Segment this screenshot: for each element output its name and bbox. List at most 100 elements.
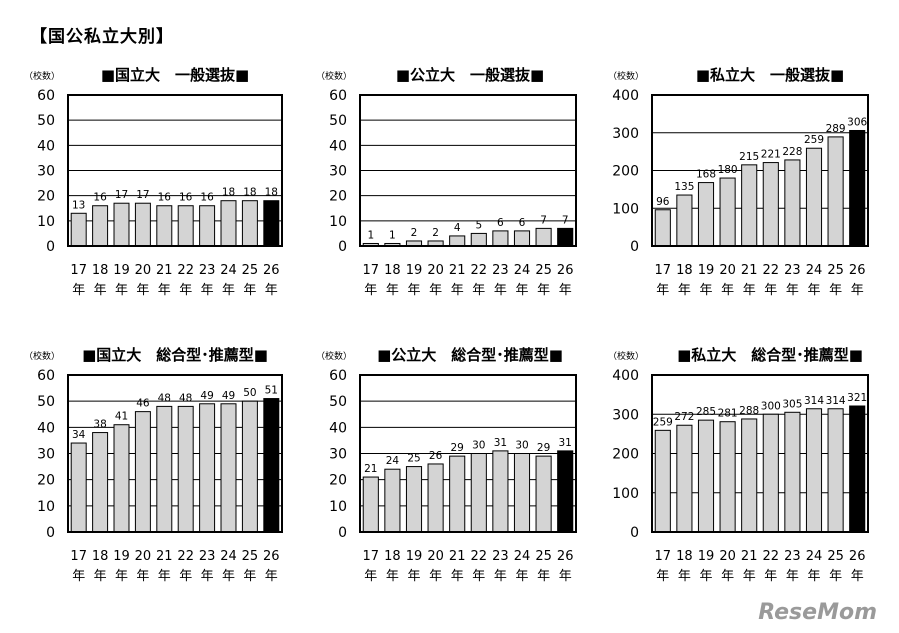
- chart-1-data-label: 13: [72, 199, 85, 211]
- chart-2-x-tick-label: 年: [429, 283, 442, 298]
- chart-2-bar: [449, 235, 466, 247]
- chart-5-data-label: 24: [386, 455, 400, 467]
- chart-5-x-tick-label: 年: [472, 569, 485, 584]
- chart-2-x-tick-label: 20: [427, 263, 444, 278]
- chart-2-y-tick-label: 60: [329, 88, 347, 104]
- chart-4-frame: [67, 374, 283, 533]
- chart-3-y-tick-label: 0: [630, 239, 639, 255]
- chart-1-unit-label: （校数）: [24, 70, 60, 82]
- chart-2-frame: [359, 94, 577, 247]
- chart-6-data-label: 321: [847, 392, 867, 404]
- chart-4-y-tick-label: 60: [37, 368, 55, 384]
- chart-3-x-tick-label: 25: [827, 263, 844, 278]
- chart-4-y-tick-label: 40: [37, 420, 55, 436]
- chart-2-data-label: 1: [389, 229, 396, 241]
- chart-4-bar: [92, 432, 109, 533]
- chart-1-x-tick-label: 23: [199, 263, 216, 278]
- chart-6-x-tick-label: 年: [807, 569, 820, 584]
- chart-6-data-label: 300: [761, 400, 781, 412]
- chart-6-data-label: 285: [696, 406, 716, 418]
- chart-3-bar: [741, 164, 758, 247]
- chart-3-data-label: 96: [656, 196, 670, 208]
- chart-5-x-tick-label: 25: [535, 549, 552, 564]
- chart-5-data-label: 21: [364, 463, 377, 475]
- chart-6-y-tick-label: 0: [630, 525, 639, 541]
- chart-2-x-tick-label: 年: [451, 283, 464, 298]
- chart-6-bar: [654, 429, 671, 533]
- chart-1-y-tick-label: 40: [37, 138, 55, 154]
- chart-2-y-tick-label: 20: [329, 189, 347, 205]
- chart-3-x-tick-label: 23: [784, 263, 801, 278]
- chart-4-x-tick-label: 25: [242, 549, 259, 564]
- chart-3-x-tick-label: 年: [829, 283, 842, 298]
- chart-4-data-label: 41: [115, 411, 128, 423]
- chart-4-y-tick-label: 20: [37, 473, 55, 489]
- chart-5-x-tick-label: 19: [406, 549, 423, 564]
- chart-1-y-tick-label: 0: [46, 239, 55, 255]
- chart-2-x-tick-label: 年: [537, 283, 550, 298]
- chart-3-data-label: 306: [847, 116, 867, 128]
- chart-6-x-tick-label: 年: [764, 569, 777, 584]
- chart-1-x-tick-label: 年: [243, 283, 256, 298]
- chart-6-data-label: 259: [653, 416, 673, 428]
- chart-1-bar: [113, 202, 130, 247]
- chart-3-data-label: 135: [674, 181, 694, 193]
- chart-6-unit-label: （校数）: [608, 350, 644, 362]
- chart-6-title: ■私立大 総合型･推薦型■: [677, 346, 863, 364]
- chart-2-x-tick-label: 24: [514, 263, 531, 278]
- chart-1-data-label: 16: [158, 192, 172, 204]
- chart-3-x-tick-label: 年: [678, 283, 691, 298]
- chart-1-bar: [263, 200, 280, 247]
- chart-4-y-tick-label: 10: [37, 499, 55, 515]
- chart-5-y-tick-label: 50: [329, 394, 347, 410]
- chart-6-x-tick-label: 年: [678, 569, 691, 584]
- chart-2-y-tick-label: 0: [338, 239, 347, 255]
- chart-5-x-tick-label: 23: [492, 549, 509, 564]
- chart-5-data-label: 26: [429, 450, 443, 462]
- chart-3-bar: [827, 136, 844, 247]
- chart-6-x-tick-label: 年: [656, 569, 669, 584]
- chart-3-x-tick-label: 年: [764, 283, 777, 298]
- chart-5-x-tick-label: 21: [449, 549, 466, 564]
- chart-5-x-tick-label: 年: [364, 569, 377, 584]
- chart-6-bar: [762, 413, 779, 533]
- chart-4-x-tick-label: 年: [72, 569, 85, 584]
- chart-1-x-tick-label: 年: [115, 283, 128, 298]
- chart-2-data-label: 6: [519, 217, 526, 229]
- chart-1-x-tick-label: 年: [265, 283, 278, 298]
- chart-3-x-tick-label: 年: [743, 283, 756, 298]
- chart-6-data-label: 305: [782, 398, 802, 410]
- chart-2-data-label: 4: [454, 222, 461, 234]
- chart-6-bar: [784, 411, 801, 533]
- chart-4-x-tick-label: 21: [156, 549, 173, 564]
- chart-5-unit-label: （校数）: [316, 350, 352, 362]
- chart-4-x-tick-label: 年: [201, 569, 214, 584]
- chart-2-data-label: 1: [367, 229, 374, 241]
- chart-3-data-label: 221: [761, 149, 781, 161]
- chart-2-bar: [470, 232, 487, 247]
- chart-5-x-tick-label: 24: [514, 549, 531, 564]
- chart-3-x-tick-label: 18: [676, 263, 693, 278]
- chart-6-x-tick-label: 18: [676, 549, 693, 564]
- chart-4-data-label: 49: [222, 390, 235, 402]
- chart-6-bar: [805, 408, 823, 533]
- chart-5-y-tick-label: 20: [329, 473, 347, 489]
- chart-5-x-tick-label: 年: [515, 569, 528, 584]
- chart-2-x-tick-label: 年: [559, 283, 572, 298]
- chart-4-bar: [263, 398, 280, 533]
- chart-6-bar: [697, 419, 715, 533]
- chart-5-x-tick-label: 年: [537, 569, 550, 584]
- chart-5-x-tick-label: 年: [429, 569, 442, 584]
- chart-2-bar: [492, 230, 509, 247]
- chart-2-x-tick-label: 17: [363, 263, 380, 278]
- chart-1-x-tick-label: 24: [220, 263, 237, 278]
- chart-5-bar: [492, 450, 509, 533]
- chart-1-title: ■国立大 一般選抜■: [101, 66, 249, 84]
- chart-2-x-tick-label: 年: [472, 283, 485, 298]
- chart-4-bar: [199, 403, 216, 533]
- chart-5-data-label: 29: [537, 442, 550, 454]
- chart-4-data-label: 50: [243, 387, 256, 399]
- chart-2-y-tick-label: 40: [329, 138, 347, 154]
- chart-5-y-tick-label: 60: [329, 368, 347, 384]
- chart-4-data-label: 34: [72, 429, 86, 441]
